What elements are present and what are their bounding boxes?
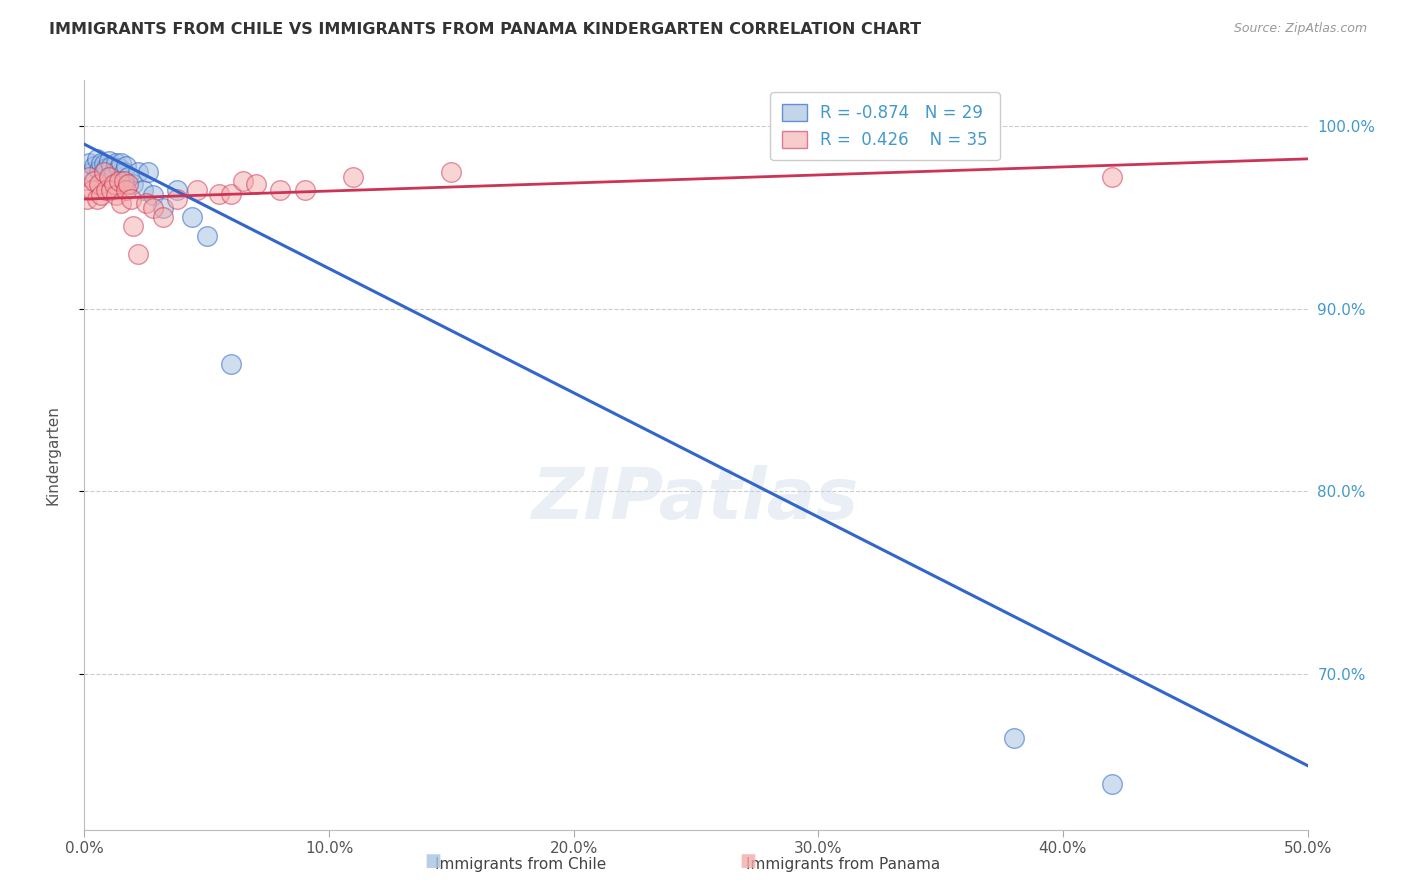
Point [232, 174, 254, 188]
Point [136, 164, 159, 178]
Point [152, 211, 174, 225]
Point [112, 174, 135, 188]
Point [100, 183, 122, 197]
Point [86, 192, 108, 206]
Point [1101, 777, 1123, 791]
Point [83, 174, 105, 188]
Point [219, 357, 242, 371]
Point [86, 152, 108, 166]
Point [342, 170, 364, 185]
Point [96, 183, 118, 197]
Point [115, 183, 138, 197]
Point [294, 183, 316, 197]
Point [142, 188, 165, 202]
Point [77, 155, 100, 169]
Point [1101, 170, 1123, 185]
Point [1002, 731, 1025, 746]
Point [90, 188, 112, 202]
Point [110, 195, 132, 210]
Point [269, 183, 291, 197]
Point [142, 201, 165, 215]
Point [97, 153, 120, 168]
Point [195, 228, 218, 243]
Y-axis label: Kindergarten: Kindergarten [46, 405, 60, 505]
Text: ZIPatlas: ZIPatlas [533, 466, 859, 534]
Point [166, 183, 188, 197]
Point [77, 170, 100, 185]
Text: ■: ■ [740, 852, 756, 870]
Point [83, 159, 105, 173]
Point [87, 162, 110, 177]
Point [132, 183, 155, 197]
Point [112, 164, 135, 178]
Point [87, 178, 110, 192]
Point [80, 183, 103, 197]
Point [186, 183, 208, 197]
Point [440, 164, 463, 178]
Point [120, 192, 142, 206]
Point [219, 186, 242, 201]
Point [93, 157, 115, 171]
Point [122, 219, 145, 234]
Point [127, 247, 149, 261]
Point [76, 192, 98, 206]
Point [117, 170, 139, 185]
Point [152, 201, 174, 215]
Point [166, 192, 188, 206]
Point [127, 164, 149, 178]
Point [80, 164, 103, 178]
Point [245, 178, 267, 192]
Point [90, 155, 112, 169]
Point [96, 161, 118, 175]
Point [100, 159, 122, 173]
Point [110, 155, 132, 169]
Legend: R = -0.874   N = 29, R =  0.426    N = 35: R = -0.874 N = 29, R = 0.426 N = 35 [770, 93, 1000, 161]
Text: Immigrants from Panama: Immigrants from Panama [747, 857, 941, 872]
Point [208, 186, 231, 201]
Point [93, 164, 115, 178]
Point [105, 188, 128, 202]
Text: IMMIGRANTS FROM CHILE VS IMMIGRANTS FROM PANAMA KINDERGARTEN CORRELATION CHART: IMMIGRANTS FROM CHILE VS IMMIGRANTS FROM… [49, 22, 921, 37]
Point [135, 195, 157, 210]
Point [181, 211, 204, 225]
Point [97, 170, 120, 185]
Point [107, 161, 129, 175]
Text: ■: ■ [425, 852, 441, 870]
Point [103, 178, 125, 192]
Point [105, 155, 128, 169]
Point [117, 178, 139, 192]
Point [122, 178, 145, 192]
Text: Source: ZipAtlas.com: Source: ZipAtlas.com [1233, 22, 1367, 36]
Point [103, 164, 125, 178]
Point [107, 174, 129, 188]
Text: Immigrants from Chile: Immigrants from Chile [434, 857, 606, 872]
Point [115, 159, 138, 173]
